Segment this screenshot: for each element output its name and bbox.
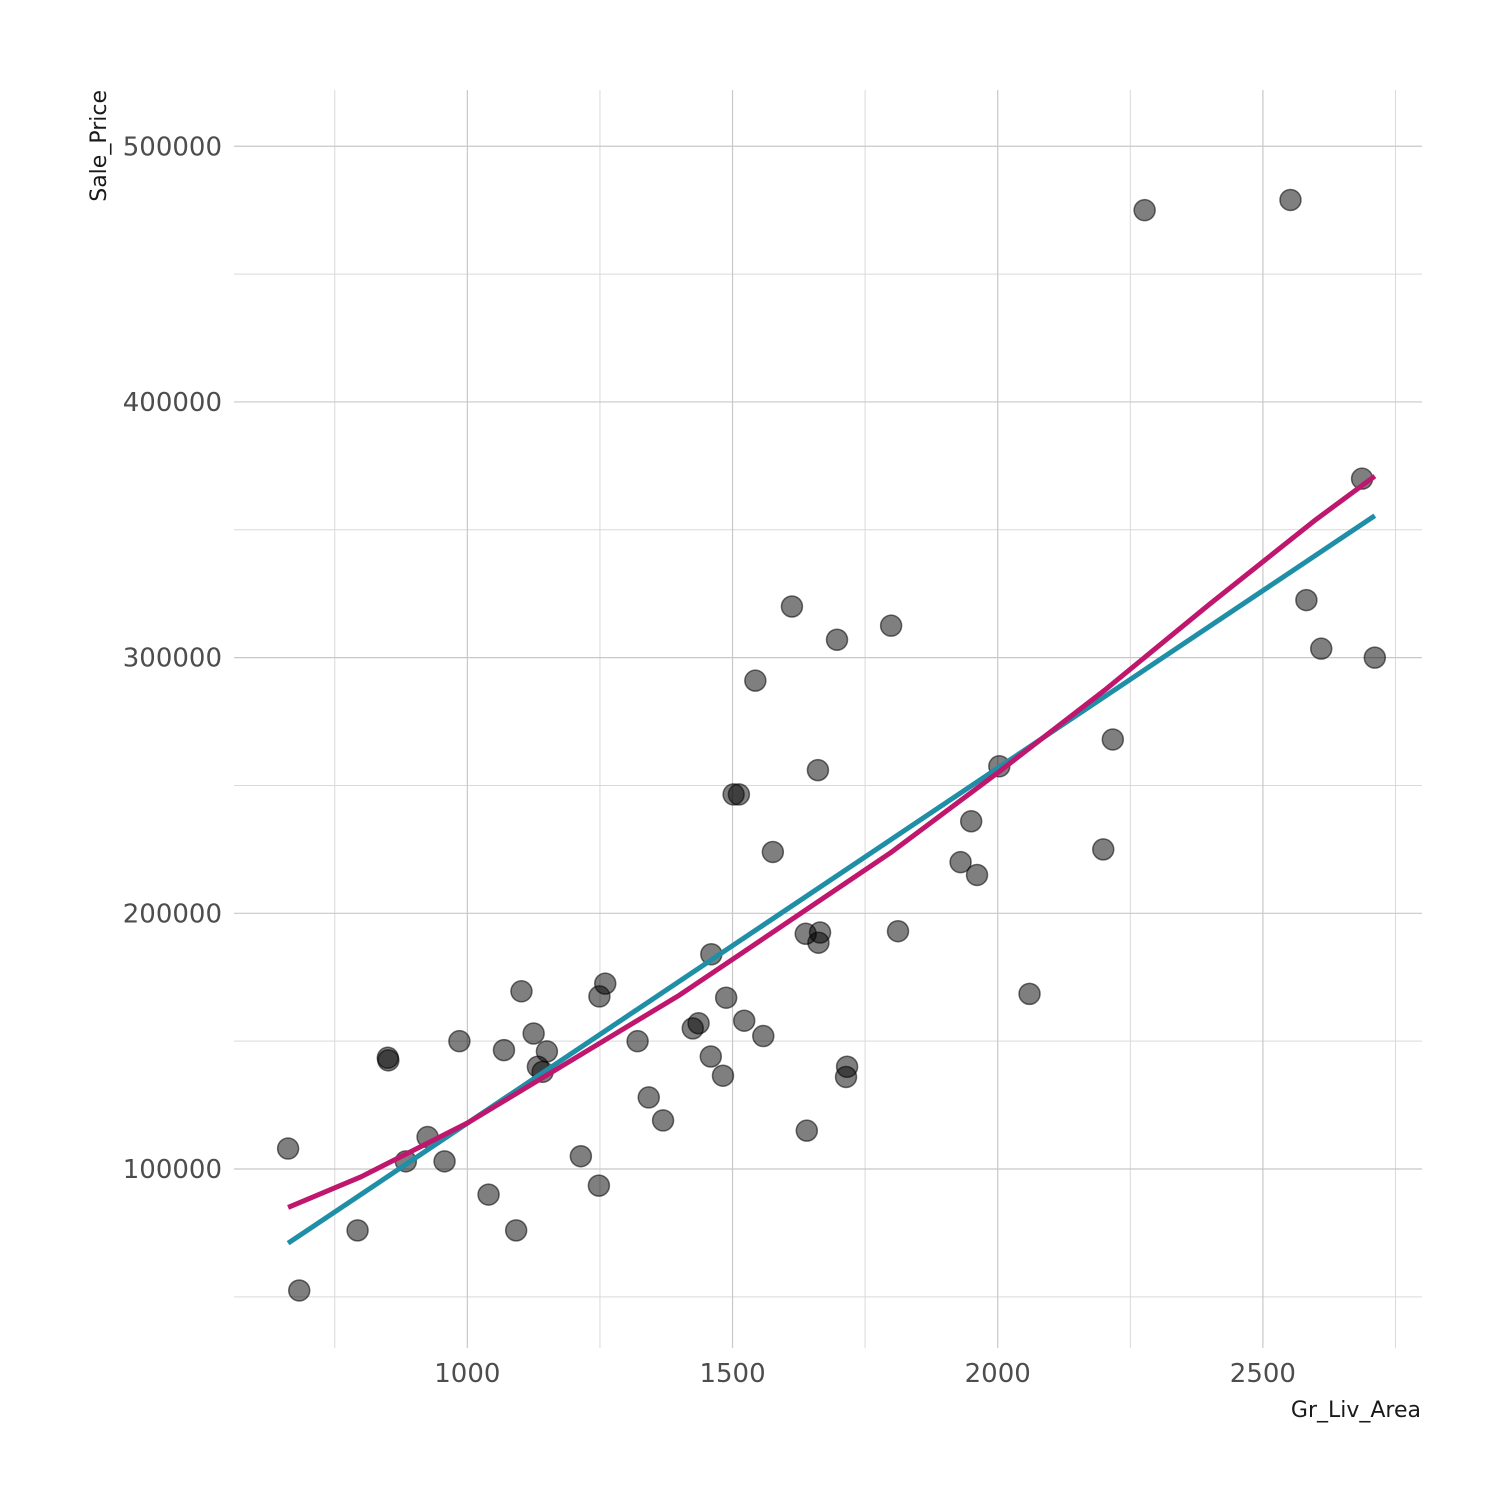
- data-point: [1295, 588, 1318, 612]
- data-point: [448, 1029, 471, 1053]
- x-tick-label: 1500: [699, 1359, 765, 1389]
- data-point: [835, 1055, 859, 1078]
- y-axis-title: Sale_Price: [87, 90, 112, 202]
- data-point: [744, 669, 767, 692]
- data-point: [714, 986, 738, 1009]
- data-point: [886, 919, 910, 943]
- x-tick-label: 2500: [1230, 1359, 1296, 1389]
- y-tick-label: 200000: [123, 899, 222, 929]
- data-point: [825, 628, 849, 651]
- data-point: [879, 614, 903, 637]
- data-point: [806, 758, 830, 782]
- y-tick-label: 100000: [123, 1155, 222, 1185]
- data-point: [276, 1137, 300, 1160]
- data-point: [492, 1038, 516, 1062]
- data-point: [1133, 198, 1156, 222]
- data-point: [433, 1150, 456, 1173]
- data-point: [1018, 982, 1041, 1006]
- data-point: [1309, 637, 1333, 660]
- data-point: [1279, 188, 1302, 212]
- data-point: [699, 1045, 723, 1068]
- y-tick-label: 300000: [123, 644, 222, 674]
- fit-lines: [286, 474, 1377, 1246]
- data-point: [346, 1219, 369, 1242]
- data-point: [711, 1064, 735, 1087]
- y-tick-label: 500000: [123, 132, 222, 162]
- y-tick-labels: 100000 200000 300000 400000 500000: [123, 132, 222, 1185]
- data-point: [651, 1109, 675, 1132]
- data-points: [276, 188, 1387, 1302]
- data-point: [377, 1049, 400, 1072]
- data-point: [1092, 838, 1115, 861]
- x-tick-labels: 1000 1500 2000 2500: [434, 1359, 1296, 1389]
- data-point: [965, 863, 989, 887]
- data-point: [535, 1040, 559, 1063]
- x-axis-title: Gr_Liv_Area: [1291, 1398, 1421, 1423]
- curved-fit-line: [287, 474, 1377, 1210]
- data-point: [1363, 646, 1387, 669]
- data-point: [808, 921, 832, 944]
- data-point: [287, 1279, 311, 1302]
- data-point: [569, 1144, 593, 1168]
- data-point: [626, 1029, 649, 1053]
- data-point: [1101, 728, 1125, 751]
- data-point: [727, 783, 751, 806]
- data-point: [732, 1009, 756, 1032]
- data-point: [504, 1219, 528, 1242]
- data-point: [795, 1119, 819, 1142]
- linear-fit-line: [286, 513, 1377, 1246]
- data-point: [477, 1183, 500, 1206]
- minor-gridlines: [234, 90, 1422, 1348]
- data-point: [780, 595, 804, 618]
- data-point: [522, 1022, 545, 1045]
- x-tick-label: 1000: [434, 1359, 500, 1389]
- data-point: [752, 1024, 775, 1048]
- data-point: [637, 1086, 660, 1109]
- x-tick-label: 2000: [965, 1359, 1031, 1389]
- data-point: [687, 1012, 710, 1035]
- data-point: [510, 980, 533, 1003]
- data-point: [959, 810, 983, 833]
- y-tick-label: 400000: [123, 388, 222, 418]
- data-point: [594, 972, 617, 995]
- data-point: [761, 840, 785, 864]
- data-point: [949, 850, 972, 874]
- data-point: [587, 1174, 611, 1197]
- major-gridlines: [234, 90, 1422, 1348]
